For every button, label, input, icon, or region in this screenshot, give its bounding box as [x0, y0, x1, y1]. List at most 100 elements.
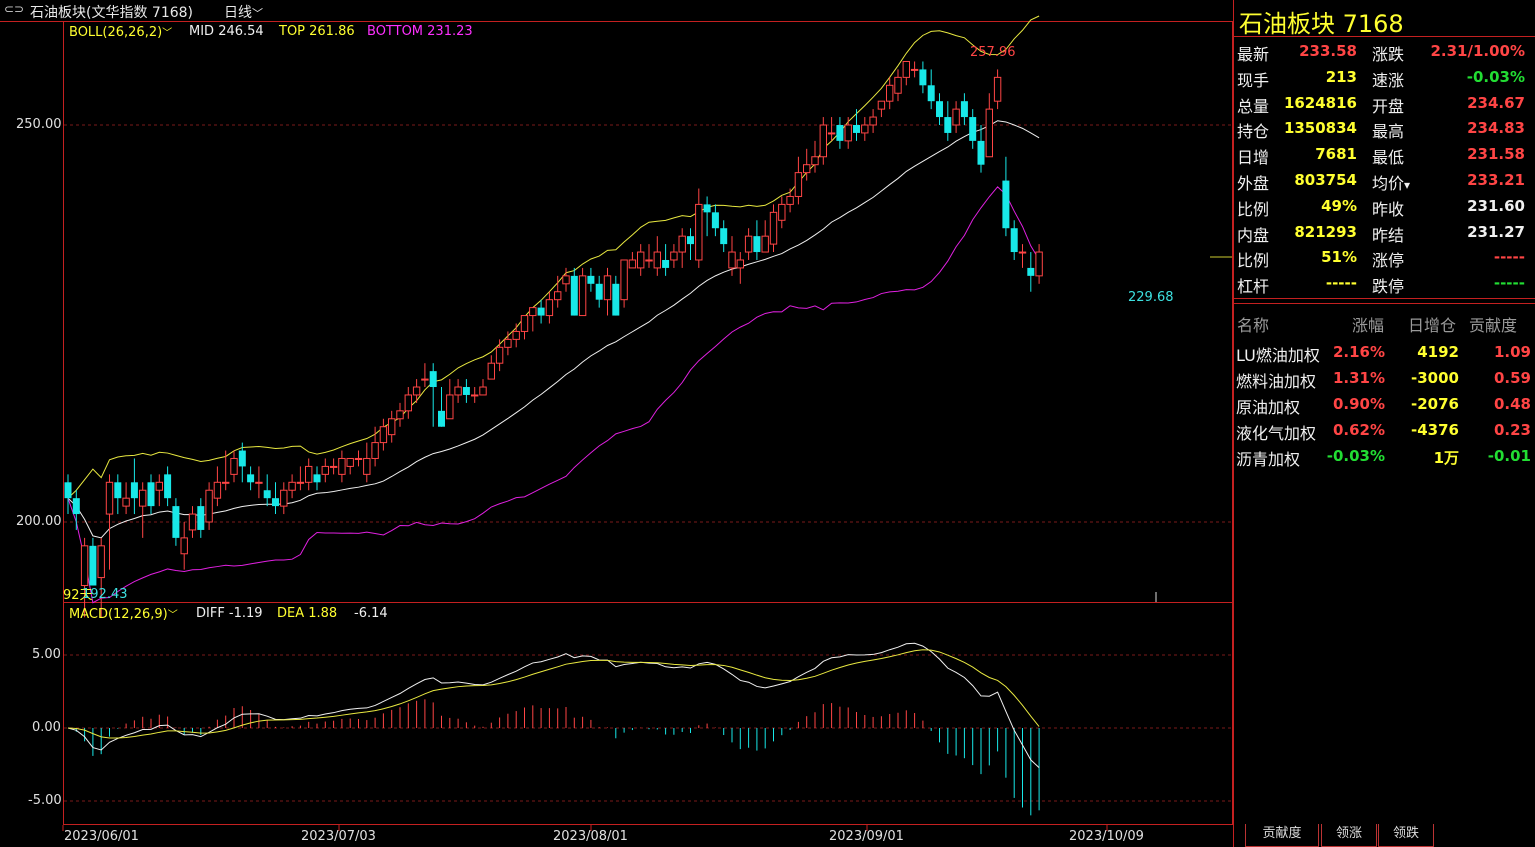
candle-body	[985, 108, 993, 158]
days-marker: 92天	[63, 588, 93, 603]
quote-key: 最新	[1237, 45, 1270, 64]
quote-value: 233.21	[1467, 171, 1525, 189]
candle-body	[363, 457, 371, 475]
candle-body	[703, 204, 711, 213]
quote-key: 速涨	[1372, 70, 1405, 90]
contrib-name: 液化气加权	[1236, 424, 1317, 443]
candle-body	[495, 346, 504, 364]
contrib-change: -0.03%	[1326, 447, 1385, 465]
contrib-oi: 1万	[1433, 449, 1459, 467]
boll-bottom-line	[67, 186, 1040, 604]
contrib-oi: -4376	[1411, 421, 1459, 439]
candle-body	[371, 442, 379, 459]
quote-value: 1624816	[1283, 93, 1357, 112]
candle-body	[662, 259, 670, 268]
macd-axis-label: 0.00	[32, 720, 61, 735]
candle-body	[1002, 180, 1010, 229]
candle-body	[836, 125, 844, 141]
candle-body	[97, 545, 105, 579]
tab-contribution[interactable]: 贡献度	[1245, 824, 1319, 847]
quote-key: 外盘	[1237, 174, 1270, 193]
candle-body	[803, 164, 811, 174]
caret-down-icon[interactable]: ▾	[1404, 178, 1411, 192]
candle-body	[778, 203, 786, 221]
chart-area[interactable]	[0, 0, 1233, 847]
candle-body	[1010, 228, 1018, 253]
quote-value: 213	[1325, 67, 1357, 86]
macd-dea-line	[67, 649, 1040, 739]
candle-body	[1035, 251, 1043, 277]
contrib-header[interactable]: 贡献度	[1469, 316, 1518, 335]
candle-body	[827, 132, 836, 135]
candle-body	[188, 513, 197, 531]
contrib-change: 1.31%	[1332, 369, 1385, 387]
date-label: 2023/06/01	[64, 829, 139, 844]
boll-top: TOP 261.86	[279, 24, 355, 39]
candle-body	[595, 283, 603, 300]
tab-leading-up[interactable]: 领涨	[1321, 824, 1377, 847]
candle-body	[628, 259, 637, 269]
quote-key: 跌停	[1372, 277, 1405, 297]
quote-key: 比例	[1237, 199, 1270, 219]
candle-body	[164, 474, 172, 499]
chevron-down-icon: ﹀	[167, 610, 178, 621]
quote-key: 昨收	[1372, 199, 1405, 219]
candle-body	[255, 481, 263, 484]
candle-body	[89, 545, 97, 586]
candle-body	[288, 481, 296, 491]
date-label: 2023/10/09	[1069, 829, 1144, 844]
candle-body	[886, 84, 894, 102]
candle-body	[969, 117, 977, 141]
price-axis-label: 200.00	[16, 514, 62, 529]
quote-key: 均价▾	[1372, 174, 1411, 193]
contrib-header[interactable]: 涨幅	[1352, 316, 1385, 335]
boll-mid: MID 246.54	[189, 24, 264, 39]
contrib-oi: -2076	[1411, 395, 1459, 413]
quote-key: 涨停	[1372, 251, 1405, 271]
quote-key: 最低	[1372, 148, 1405, 168]
contrib-name: LU燃油加权	[1236, 346, 1320, 365]
quote-value: 7681	[1315, 145, 1357, 164]
candle-body	[438, 410, 445, 427]
contrib-header[interactable]: 名称	[1237, 316, 1270, 335]
candle-body	[919, 69, 927, 86]
candle-body	[64, 482, 72, 499]
candle-body	[894, 76, 902, 94]
tab-leading-down[interactable]: 领跌	[1378, 824, 1434, 847]
candle-body	[902, 60, 910, 78]
quote-value: -0.03%	[1466, 67, 1525, 86]
candle-body	[338, 457, 346, 475]
quote-key: 涨跌	[1372, 45, 1405, 64]
candle-body	[944, 117, 952, 133]
candle-body	[147, 482, 155, 507]
candle-body	[180, 537, 188, 555]
candle-body	[272, 498, 279, 507]
period-select[interactable]: 日线﹀	[224, 5, 263, 21]
quote-value: 1350834	[1283, 119, 1357, 138]
contrib-header[interactable]: 日增仓	[1408, 316, 1457, 335]
candle-body	[1027, 267, 1035, 276]
candle-body	[529, 307, 537, 317]
candle-body	[197, 506, 205, 530]
macd-indicator-select[interactable]: MACD(12,26,9)﹀	[69, 607, 178, 622]
boll-indicator-select[interactable]: BOLL(26,26,2)﹀	[69, 25, 173, 40]
candle-body	[744, 235, 753, 253]
candle-body	[512, 330, 520, 340]
candle-body	[321, 465, 330, 475]
quote-value: 803754	[1294, 171, 1357, 189]
boll-bottom: BOTTOM 231.23	[367, 24, 473, 39]
boll-top-line	[67, 15, 1040, 499]
candle-body	[139, 489, 147, 507]
candle-body	[578, 275, 587, 317]
quote-value: 231.27	[1467, 222, 1525, 241]
candle-body	[554, 291, 562, 301]
link-icon[interactable]: ⊂⊃	[4, 2, 25, 16]
quote-value: 234.67	[1467, 93, 1525, 112]
macd-axis-label: -5.00	[28, 793, 62, 808]
candle-body	[479, 386, 487, 396]
quote-key: 比例	[1237, 251, 1270, 271]
candle-body	[678, 235, 686, 253]
candle-body	[844, 124, 852, 142]
chevron-down-icon: ﹀	[252, 7, 263, 20]
candle-body	[761, 235, 769, 253]
